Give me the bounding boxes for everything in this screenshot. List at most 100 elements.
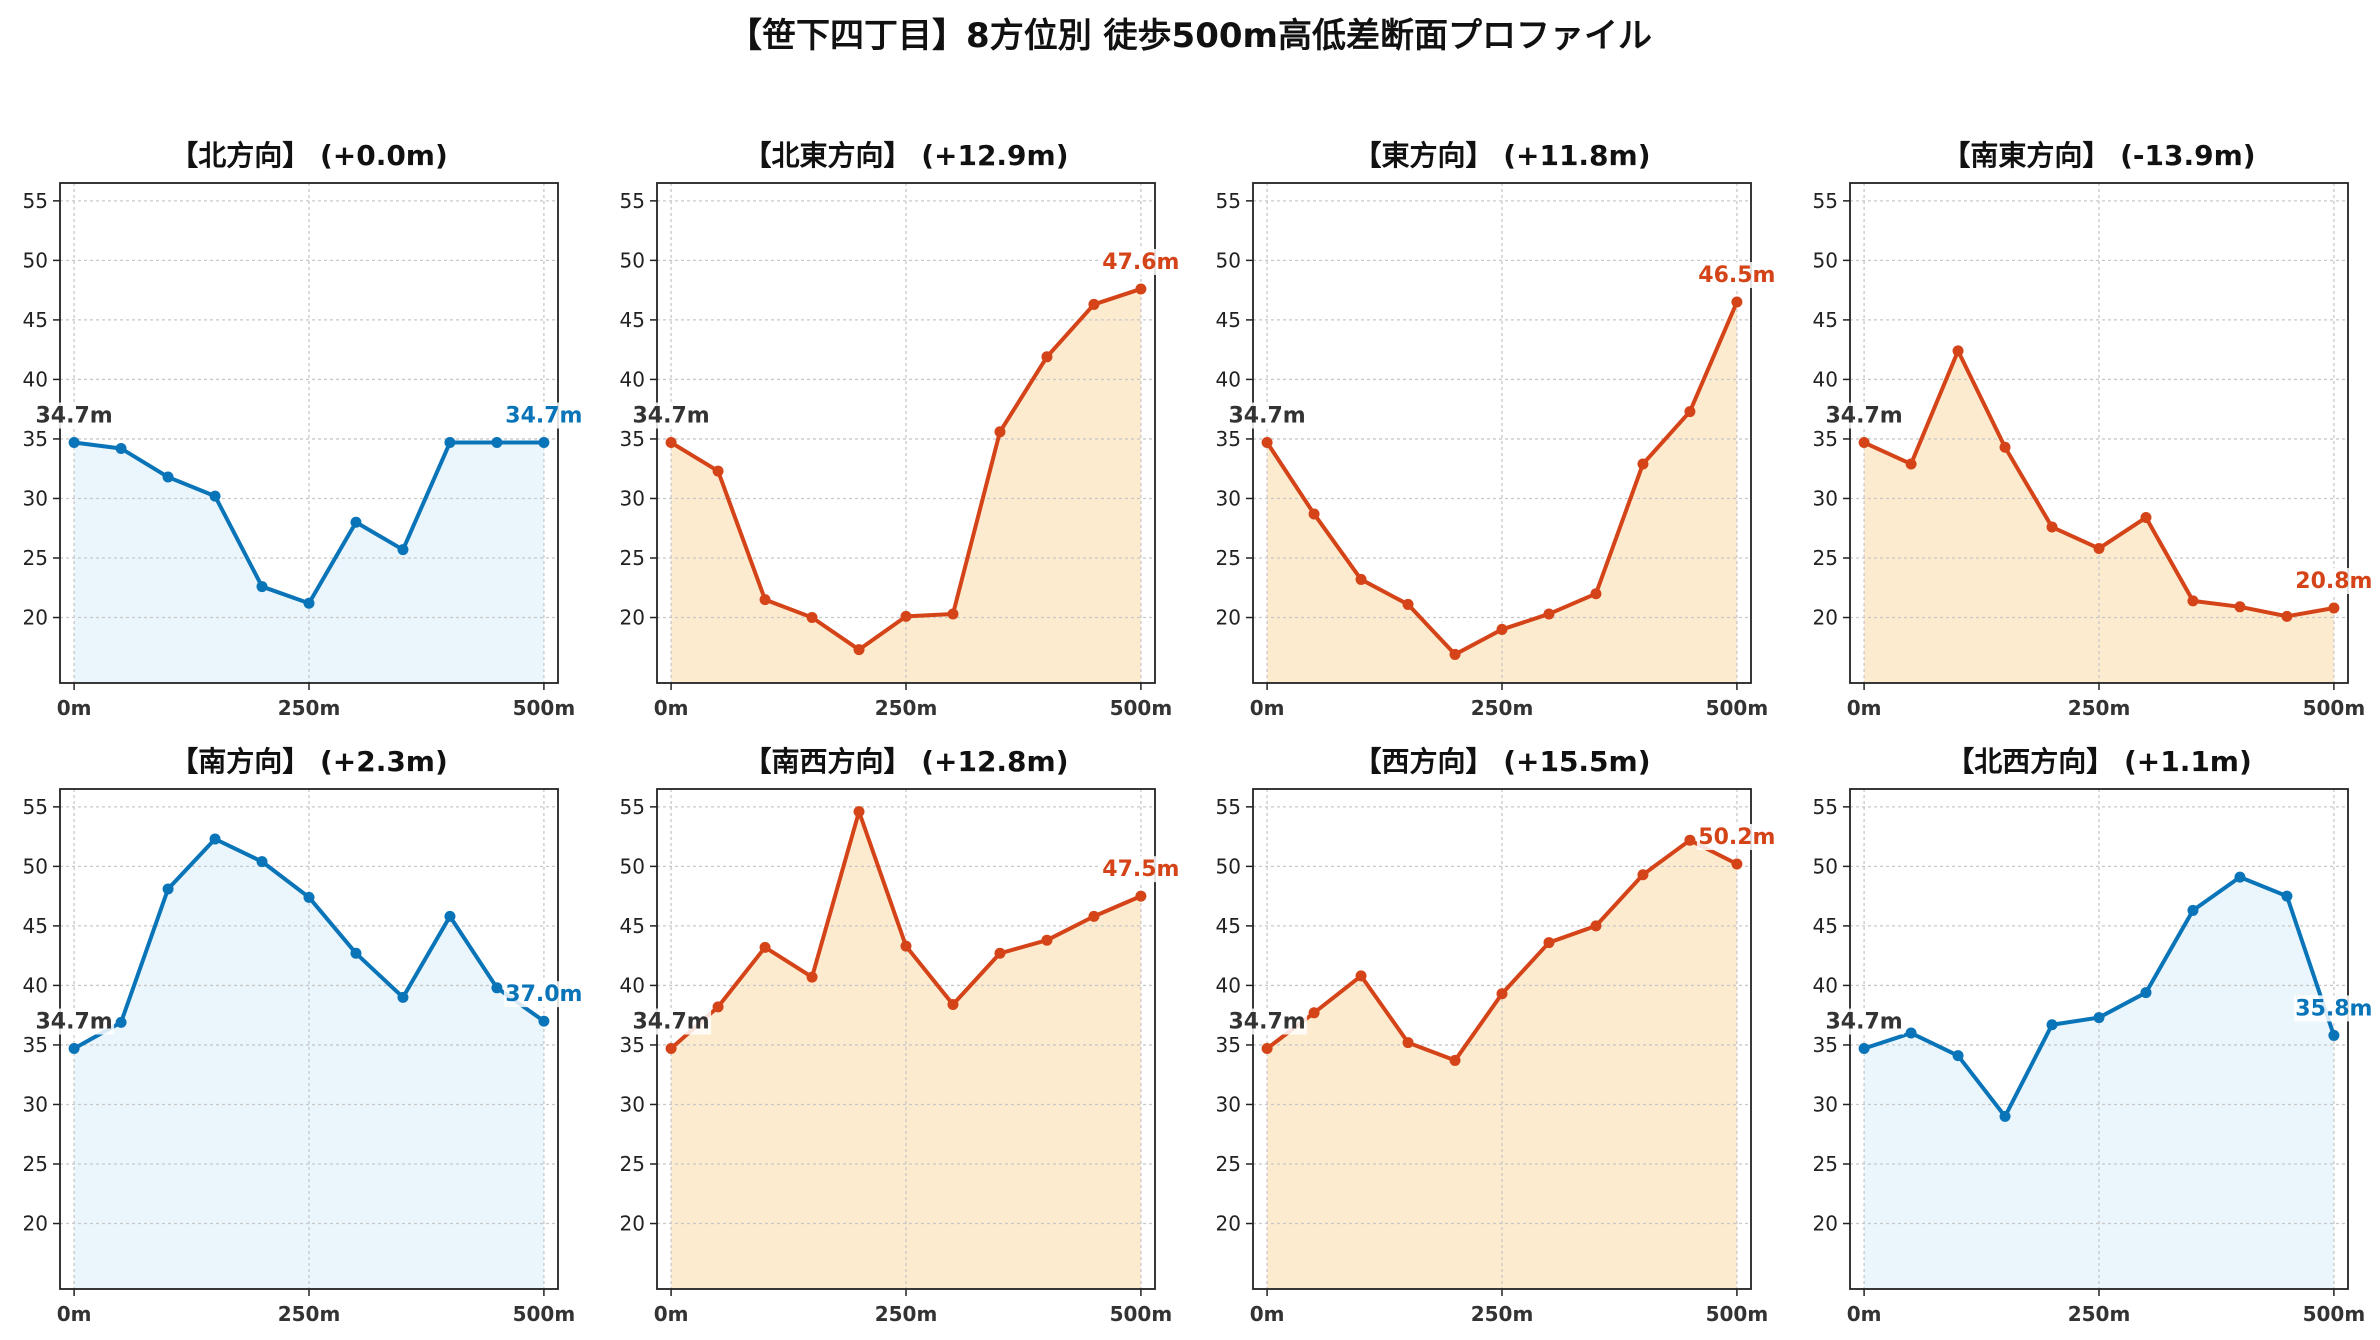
data-point — [806, 612, 818, 624]
area-fill — [671, 811, 1141, 1289]
y-tick-label: 35 — [1813, 1033, 1838, 1057]
x-tick-label: 0m — [654, 696, 689, 720]
data-point — [1684, 406, 1696, 418]
start-label-bg — [1227, 1008, 1308, 1035]
data-point — [1041, 351, 1053, 363]
data-point — [1684, 834, 1696, 846]
data-point — [1402, 598, 1414, 610]
data-point — [1543, 608, 1555, 620]
y-tick-label: 30 — [1813, 486, 1838, 510]
y-tick-label: 50 — [23, 248, 48, 272]
data-point — [853, 806, 865, 818]
data-point — [162, 883, 174, 895]
panel-title: 【西方向】 (+15.5m) — [1353, 745, 1650, 778]
x-tick-label: 0m — [57, 1302, 92, 1326]
y-tick-label: 25 — [23, 1152, 48, 1176]
data-point — [1308, 1007, 1320, 1019]
data-point — [1999, 441, 2011, 453]
y-tick-label: 35 — [620, 1033, 645, 1057]
start-label-bg — [1824, 402, 1905, 429]
data-point — [209, 833, 221, 845]
y-tick-label: 25 — [23, 546, 48, 570]
y-tick-label: 55 — [1216, 189, 1241, 213]
data-point — [947, 608, 959, 620]
end-value-label: 46.5m — [1698, 263, 1775, 288]
x-tick-label: 500m — [1110, 1302, 1173, 1326]
end-label-bg — [2293, 568, 2374, 594]
y-tick-label: 50 — [23, 854, 48, 878]
y-tick-label: 30 — [1813, 1092, 1838, 1116]
chart-panel-5: 20 25 30 35 40 45 50 55 0m 250m 500m 【南方向】 (+2.3m) 3… — [23, 745, 584, 1326]
end-value-label: 20.8m — [2295, 569, 2372, 594]
data-point — [1088, 910, 1100, 922]
data-point — [303, 891, 315, 903]
x-tick-label: 0m — [57, 696, 92, 720]
data-point — [1858, 437, 1870, 449]
figure-title: 【笹下四丁目】8方位別 徒歩500m高低差断面プロファイル — [728, 16, 1652, 56]
y-tick-label: 45 — [23, 914, 48, 938]
data-point — [350, 516, 362, 528]
panel-title: 【北東方向】 (+12.9m) — [743, 139, 1068, 172]
data-point — [538, 437, 550, 449]
end-label-bg — [2293, 995, 2374, 1022]
data-point — [712, 1001, 724, 1013]
x-tick-label: 0m — [1250, 1302, 1285, 1326]
data-point — [1731, 296, 1743, 308]
y-tick-label: 40 — [1813, 973, 1838, 997]
start-label-bg — [631, 1008, 712, 1035]
y-tick-label: 55 — [1813, 189, 1838, 213]
start-label-bg — [34, 1008, 115, 1035]
x-tick-label: 250m — [875, 1302, 938, 1326]
data-point — [947, 998, 959, 1010]
end-value-label: 35.8m — [2295, 996, 2372, 1021]
x-tick-label: 250m — [1471, 696, 1534, 720]
data-point — [1041, 934, 1053, 946]
start-label-bg — [1824, 1008, 1905, 1035]
y-tick-label: 30 — [23, 1092, 48, 1116]
x-tick-label: 250m — [278, 1302, 341, 1326]
y-tick-label: 40 — [23, 973, 48, 997]
y-tick-label: 35 — [23, 1033, 48, 1057]
data-point — [162, 471, 174, 483]
y-tick-label: 35 — [1216, 1033, 1241, 1057]
data-point — [491, 437, 503, 449]
start-label-bg — [1227, 402, 1308, 429]
data-point — [2281, 610, 2293, 622]
x-tick-label: 0m — [1250, 696, 1285, 720]
data-point — [2281, 890, 2293, 902]
panel-title: 【南方向】 (+2.3m) — [170, 745, 448, 778]
y-tick-label: 25 — [1813, 1152, 1838, 1176]
x-tick-label: 500m — [513, 1302, 576, 1326]
y-tick-label: 45 — [1813, 914, 1838, 938]
area-fill — [671, 288, 1141, 683]
chart-panel-7: 20 25 30 35 40 45 50 55 0m 250m 500m 【西方向】 (+15.5m)… — [1216, 745, 1777, 1326]
y-tick-label: 35 — [23, 427, 48, 451]
data-point — [2187, 904, 2199, 916]
end-value-label: 50.2m — [1698, 825, 1775, 850]
chart-panel-6: 20 25 30 35 40 45 50 55 0m 250m 500m 【南西方向】 (+12.8m… — [620, 745, 1181, 1326]
data-point — [1496, 988, 1508, 1000]
data-point — [256, 856, 268, 868]
data-point — [68, 437, 80, 449]
data-point — [1905, 1027, 1917, 1039]
x-tick-label: 500m — [2303, 1302, 2366, 1326]
data-point — [2093, 1012, 2105, 1024]
y-tick-label: 50 — [1813, 854, 1838, 878]
data-point — [2046, 521, 2058, 533]
data-point — [2328, 602, 2340, 614]
y-tick-label: 50 — [1216, 854, 1241, 878]
y-tick-label: 50 — [620, 248, 645, 272]
y-tick-label: 40 — [620, 973, 645, 997]
y-tick-label: 55 — [1813, 795, 1838, 819]
data-point — [1308, 508, 1320, 520]
end-value-label: 34.7m — [505, 404, 582, 429]
area-fill — [1864, 350, 2334, 683]
data-point — [665, 437, 677, 449]
start-label-bg — [631, 402, 712, 429]
y-tick-label: 55 — [620, 189, 645, 213]
y-tick-label: 20 — [23, 606, 48, 630]
y-tick-label: 30 — [23, 486, 48, 510]
y-tick-label: 55 — [23, 795, 48, 819]
x-tick-label: 0m — [1847, 1302, 1882, 1326]
data-point — [759, 941, 771, 953]
